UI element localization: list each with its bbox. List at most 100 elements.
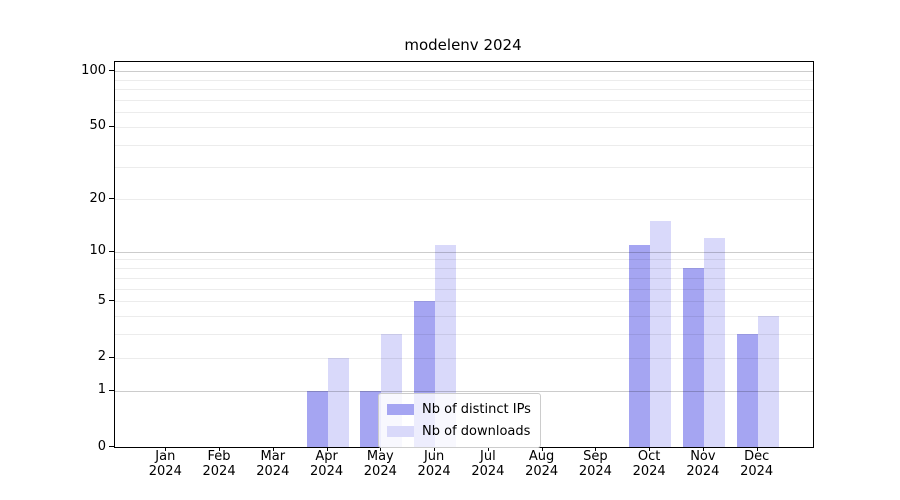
bar-downloads-nov (703, 238, 725, 447)
gridline-minor-2 (115, 357, 813, 359)
x-axis-tick-label-dec: Dec 2024 (727, 449, 787, 479)
x-label-year: 2024 (632, 463, 666, 479)
x-label-month: Nov (690, 449, 716, 464)
x-label-month: Mar (260, 449, 286, 464)
gridline-minor-20 (115, 199, 813, 201)
gridline-major-1 (115, 390, 813, 392)
legend-label-distinct-ips: Nb of distinct IPs (422, 402, 531, 417)
y-tick-mark-2 (109, 356, 114, 358)
x-axis-tick-label-feb: Feb 2024 (189, 449, 249, 479)
x-tick-mark-jun (434, 447, 436, 451)
x-axis-tick-label-sep: Sep 2024 (565, 449, 625, 479)
y-tick-mark-0 (109, 446, 114, 447)
legend-item-distinct-ips: Nb of distinct IPs (387, 400, 531, 419)
gridline-minor-80 (115, 89, 813, 91)
x-label-month: Sep (583, 449, 608, 464)
gridline-minor-8 (115, 268, 813, 270)
x-tick-mark-dec (756, 447, 758, 451)
x-tick-mark-apr (326, 447, 328, 451)
gridline-minor-50 (115, 126, 813, 128)
x-label-year: 2024 (202, 463, 236, 479)
y-axis-tick-label-5: 5 (97, 292, 106, 308)
x-label-month: Dec (744, 449, 770, 464)
x-label-month: Jan (155, 449, 176, 464)
x-label-year: 2024 (363, 463, 397, 479)
gridline-minor-30 (115, 167, 813, 169)
x-axis-tick-label-aug: Aug 2024 (512, 449, 572, 479)
legend: Nb of distinct IPs Nb of downloads (378, 393, 541, 448)
bar-downloads-dec (757, 315, 779, 447)
x-tick-mark-feb (219, 447, 221, 451)
gridline-minor-5 (115, 301, 813, 303)
y-tick-mark-100 (109, 70, 114, 72)
x-axis-tick-label-nov: Nov 2024 (673, 449, 733, 479)
bar-distinct-ips-apr (306, 390, 328, 447)
legend-swatch-distinct-ips (387, 404, 414, 415)
y-axis-tick-label-10: 10 (89, 243, 106, 259)
y-tick-mark-5 (109, 300, 114, 302)
x-label-year: 2024 (256, 463, 290, 479)
y-axis-tick-label-2: 2 (97, 349, 106, 365)
y-axis-tick-label-0: 0 (97, 438, 106, 454)
gridline-minor-90 (115, 79, 813, 81)
x-label-year: 2024 (686, 463, 720, 479)
plot-area (114, 61, 814, 448)
x-tick-mark-mar (272, 447, 274, 451)
x-axis-tick-label-jul: Jul 2024 (458, 449, 518, 479)
x-label-month: Oct (637, 449, 661, 464)
y-axis-tick-label-50: 50 (89, 118, 106, 134)
bar-distinct-ips-nov (682, 268, 704, 447)
legend-label-downloads: Nb of downloads (422, 424, 531, 439)
gridline-minor-60 (115, 112, 813, 114)
gridline-major-10 (115, 251, 813, 253)
x-label-year: 2024 (578, 463, 612, 479)
x-tick-mark-may (380, 447, 382, 451)
y-axis-tick-label-1: 1 (97, 382, 106, 398)
x-axis-tick-label-jun: Jun 2024 (404, 449, 464, 479)
legend-item-downloads: Nb of downloads (387, 422, 531, 441)
bar-downloads-oct (650, 221, 672, 447)
gridline-minor-70 (115, 99, 813, 101)
gridline-minor-7 (115, 277, 813, 279)
x-label-month: May (366, 449, 394, 464)
x-axis-tick-label-apr: Apr 2024 (297, 449, 357, 479)
x-label-year: 2024 (417, 463, 451, 479)
x-label-year: 2024 (525, 463, 559, 479)
x-tick-mark-jan (165, 447, 167, 451)
gridline-minor-6 (115, 288, 813, 290)
x-axis-tick-label-oct: Oct 2024 (619, 449, 679, 479)
y-axis-tick-label-20: 20 (89, 190, 106, 206)
bar-distinct-ips-dec (736, 334, 758, 447)
x-label-year: 2024 (471, 463, 505, 479)
x-label-year: 2024 (740, 463, 774, 479)
x-axis-tick-label-jan: Jan 2024 (135, 449, 195, 479)
x-tick-mark-sep (595, 447, 597, 451)
x-label-month: Apr (315, 449, 338, 464)
x-tick-mark-nov (702, 447, 704, 451)
bar-distinct-ips-oct (629, 244, 651, 447)
gridline-minor-40 (115, 144, 813, 146)
gridline-minor-9 (115, 259, 813, 261)
chart-title: modelenv 2024 (404, 36, 522, 54)
x-label-month: Jun (423, 449, 445, 464)
y-tick-mark-50 (109, 125, 114, 127)
x-axis-tick-label-may: May 2024 (350, 449, 410, 479)
gridline-minor-4 (115, 315, 813, 317)
y-tick-mark-1 (109, 389, 114, 391)
x-label-year: 2024 (310, 463, 344, 479)
bar-distinct-ips-may (360, 390, 382, 447)
y-axis-tick-label-100: 100 (81, 62, 106, 78)
y-tick-mark-10 (109, 250, 114, 252)
x-label-month: Jul (480, 449, 496, 464)
y-tick-mark-20 (109, 198, 114, 200)
bar-downloads-apr (327, 357, 349, 447)
gridline-minor-3 (115, 334, 813, 336)
x-label-year: 2024 (148, 463, 182, 479)
gridline-major-100 (115, 71, 813, 73)
x-label-month: Feb (207, 449, 231, 464)
x-tick-mark-aug (541, 447, 543, 451)
x-tick-mark-jul (487, 447, 489, 451)
x-tick-mark-oct (649, 447, 651, 451)
x-label-month: Aug (528, 449, 555, 464)
